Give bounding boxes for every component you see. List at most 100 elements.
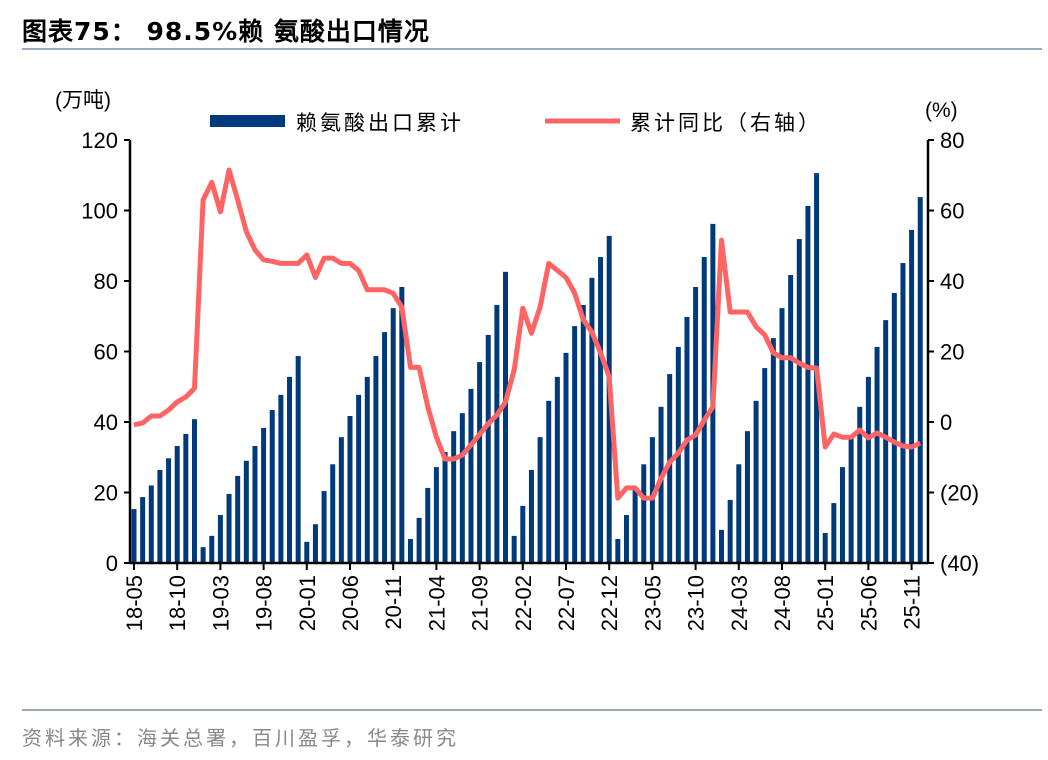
x-tick-label: 20-11 (381, 575, 406, 630)
bar (235, 475, 241, 563)
bar (321, 491, 327, 563)
bar (891, 292, 897, 563)
bar (744, 431, 750, 563)
bar (425, 487, 431, 563)
bar (667, 374, 673, 563)
x-tick-label: 25-11 (900, 575, 925, 630)
bar (632, 488, 638, 563)
bar (865, 376, 871, 563)
bar (131, 509, 137, 563)
bar (598, 257, 604, 563)
x-tick-label: 25-01 (813, 575, 838, 631)
left-unit-label: (万吨) (55, 89, 111, 112)
bar (243, 460, 249, 563)
x-tick-label: 25-06 (856, 575, 881, 631)
bar (779, 308, 785, 563)
bar (330, 464, 336, 563)
x-tick-label: 21-09 (468, 575, 493, 631)
x-tick-label: 18-05 (122, 575, 147, 631)
bar (857, 406, 863, 563)
left-tick-label: 100 (81, 199, 118, 224)
bar (537, 437, 543, 563)
legend-line-label: 累计同比（右轴） (630, 111, 822, 135)
bar (451, 431, 457, 563)
bar (589, 277, 595, 563)
right-tick-label: 40 (940, 269, 964, 294)
x-tick-label: 23-05 (640, 575, 665, 631)
bar (511, 535, 517, 563)
bar (822, 533, 828, 563)
bar (399, 286, 405, 563)
bar (174, 445, 180, 563)
source-rule (22, 709, 1042, 711)
bar (770, 338, 776, 563)
bar (252, 445, 258, 563)
legend-bar-label: 赖氨酸出口累计 (296, 111, 464, 135)
bar (900, 263, 906, 563)
bar (347, 416, 353, 563)
left-tick-label: 0 (106, 551, 118, 576)
x-tick-label: 22-07 (554, 575, 579, 631)
bar (433, 467, 439, 563)
right-tick-label: 60 (940, 199, 964, 224)
x-tick-label: 24-03 (727, 575, 752, 631)
bar (157, 469, 163, 563)
bar (390, 308, 396, 563)
bar (917, 197, 923, 564)
bar (572, 326, 578, 563)
bar (191, 419, 197, 563)
x-tick-label: 18-10 (165, 575, 190, 631)
bar (503, 271, 509, 563)
x-tick-label: 22-12 (597, 575, 622, 631)
bar (148, 485, 154, 563)
x-tick-label: 21-04 (424, 575, 449, 631)
x-tick-label: 22-02 (511, 575, 536, 631)
bar (312, 524, 318, 563)
bar (261, 427, 267, 563)
bar (883, 320, 889, 563)
bar (848, 437, 854, 563)
x-tick-label: 24-08 (770, 575, 795, 631)
x-tick-label: 20-01 (295, 575, 320, 631)
left-tick-label: 120 (81, 128, 118, 153)
bar (166, 458, 172, 563)
bar (140, 497, 146, 563)
bar (200, 547, 206, 563)
bar (278, 394, 284, 563)
bar (373, 356, 379, 563)
bar (701, 257, 707, 563)
bar (554, 376, 560, 563)
source-note: 资料来源：海关总署，百川盈孚，华泰研究 (22, 726, 459, 750)
bar (338, 437, 344, 563)
legend: 赖氨酸出口累计 累计同比（右轴） (210, 111, 822, 135)
bar (623, 515, 629, 563)
bar (909, 229, 915, 563)
x-tick-label: 19-08 (252, 575, 277, 631)
bar (796, 239, 802, 564)
left-tick-label: 60 (94, 340, 118, 365)
bar (226, 493, 232, 563)
bar (831, 503, 837, 563)
bar (494, 304, 500, 563)
bar (615, 539, 621, 563)
x-tick-label: 19-03 (208, 575, 233, 631)
bar (442, 451, 448, 563)
bar (563, 352, 569, 563)
bar (287, 376, 293, 563)
title-rule (22, 48, 1042, 50)
right-unit-label: (%) (925, 99, 958, 122)
bar (788, 275, 794, 563)
x-tick-label: 20-06 (338, 575, 363, 631)
bar (727, 499, 733, 563)
bar (641, 464, 647, 563)
bar (477, 362, 483, 563)
bar (183, 433, 189, 563)
bar (485, 334, 491, 563)
bar (356, 394, 362, 563)
bar (468, 388, 474, 563)
bar (546, 400, 552, 563)
left-tick-label: 20 (94, 481, 118, 506)
bar (753, 400, 759, 563)
bar (658, 406, 664, 563)
